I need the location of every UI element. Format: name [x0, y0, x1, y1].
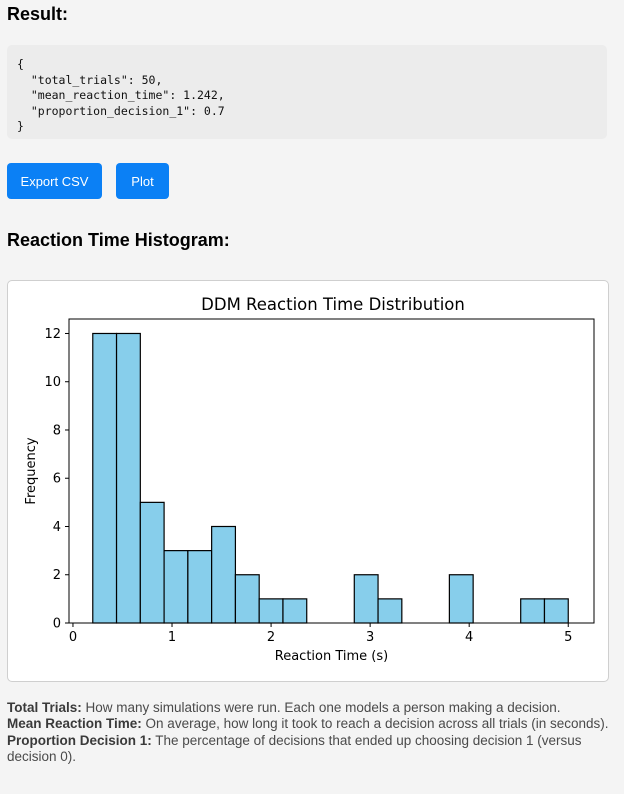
- histogram-heading: Reaction Time Histogram:: [7, 230, 230, 250]
- result-json-output: { "total_trials": 50, "mean_reaction_tim…: [7, 45, 607, 139]
- histogram-bar: [115, 332, 141, 624]
- histogram-bars: [92, 332, 569, 624]
- histogram-bar: [448, 574, 474, 624]
- histogram-bar: [211, 525, 237, 624]
- x-tick-label: 4: [465, 630, 473, 645]
- histogram-bar: [377, 598, 403, 624]
- note-total-trials: Total Trials: How many simulations were …: [7, 700, 613, 716]
- note-mean-rt-label: Mean Reaction Time:: [7, 716, 142, 732]
- histogram-bar: [92, 332, 118, 624]
- y-tick-label: 4: [53, 520, 61, 535]
- note-proportion-text: The percentage of decisions that ended u…: [7, 732, 582, 764]
- explanation-notes: Total Trials: How many simulations were …: [7, 700, 613, 765]
- export-csv-button[interactable]: Export CSV: [7, 163, 102, 199]
- y-axis-label: Frequency: [24, 437, 39, 504]
- y-tick-label: 6: [53, 472, 61, 487]
- note-total-trials-text: How many simulations were run. Each one …: [81, 700, 561, 715]
- reaction-time-histogram: DDM Reaction Time Distribution 0 1 2 3 4 5024…: [24, 295, 595, 664]
- histogram-bar: [353, 574, 379, 624]
- x-tick-label: 3: [366, 630, 374, 645]
- histogram-bar: [520, 598, 546, 624]
- y-tick-label: 0: [53, 617, 61, 632]
- note-proportion-label: Proportion Decision 1:: [7, 732, 152, 748]
- y-tick-label: 10: [44, 375, 61, 390]
- histogram-bar: [139, 501, 165, 624]
- plot-button[interactable]: Plot: [116, 163, 169, 199]
- y-tick-label: 2: [53, 568, 61, 583]
- histogram-bar: [258, 598, 284, 624]
- x-tick-label: 2: [267, 630, 275, 645]
- y-tick-label: 12: [44, 327, 61, 342]
- note-total-trials-label: Total Trials:: [7, 700, 82, 715]
- x-tick-label: 0: [69, 630, 77, 645]
- histogram-bar: [187, 550, 213, 624]
- histogram-bar: [163, 550, 189, 624]
- x-tick-label: 1: [168, 630, 176, 645]
- histogram-bar: [282, 598, 308, 624]
- plot-frame: [68, 318, 595, 624]
- x-tick-label: 5: [564, 630, 572, 645]
- x-axis-label: Reaction Time (s): [275, 649, 388, 664]
- chart-title: DDM Reaction Time Distribution: [201, 295, 465, 314]
- histogram-bar: [543, 598, 569, 624]
- result-heading: Result:: [7, 4, 69, 24]
- note-proportion: Proportion Decision 1: The percentage of…: [7, 733, 613, 766]
- histogram-bar: [234, 574, 260, 624]
- y-tick-label: 8: [53, 423, 61, 438]
- note-mean-rt-text: On average, how long it took to reach a …: [141, 716, 609, 732]
- note-mean-rt: Mean Reaction Time: On average, how long…: [7, 716, 613, 732]
